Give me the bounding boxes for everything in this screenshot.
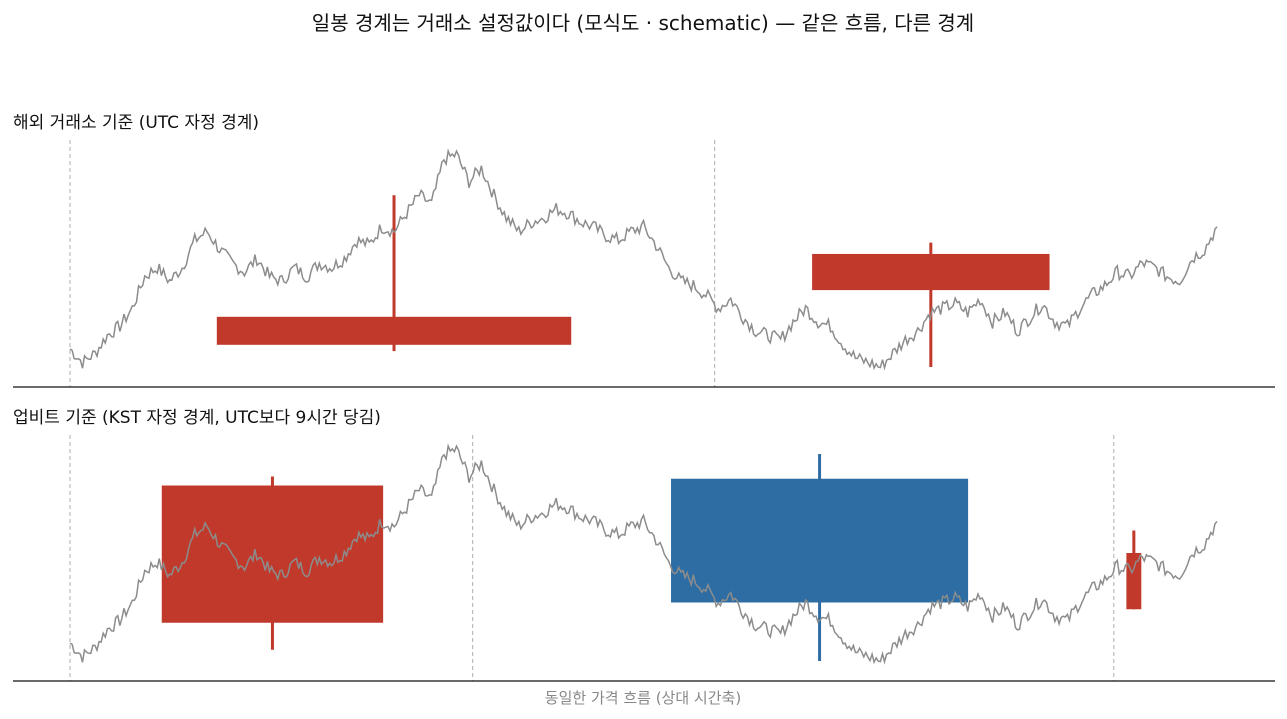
panel-kst bbox=[69, 435, 1218, 681]
chart-title: 일봉 경계는 거래소 설정값이다 (모식도 · schematic) — 같은 … bbox=[312, 11, 974, 35]
candle-body bbox=[216, 316, 572, 345]
price-line bbox=[69, 148, 1218, 371]
candle-body bbox=[161, 485, 384, 623]
panel-1-label: 해외 거래소 기준 (UTC 자정 경계) bbox=[13, 113, 259, 133]
candle-body bbox=[812, 253, 1050, 291]
panel-2-label: 업비트 기준 (KST 자정 경계, UTC보다 9시간 당김) bbox=[13, 408, 381, 428]
price-line bbox=[69, 443, 1218, 665]
x-axis-label: 동일한 가격 흐름 (상대 시간축) bbox=[545, 689, 741, 707]
candle-body bbox=[1126, 553, 1142, 610]
panel-utc bbox=[69, 140, 1218, 387]
candle-body bbox=[671, 478, 969, 603]
